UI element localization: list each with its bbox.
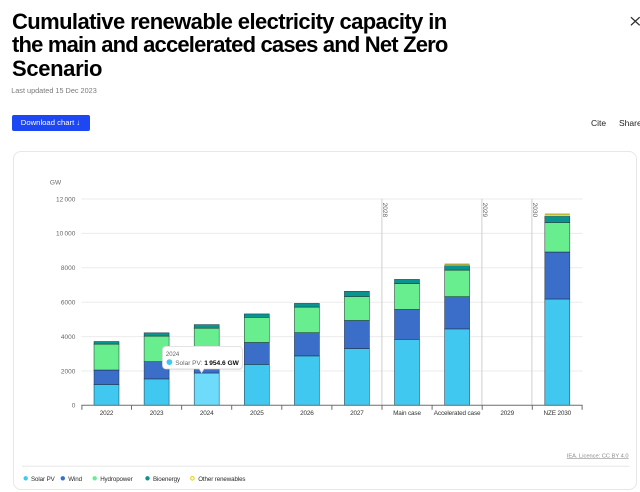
svg-text:Solar PV: Solar PV (31, 476, 56, 483)
svg-text:2023: 2023 (150, 410, 164, 417)
svg-text:Accelerated case: Accelerated case (434, 410, 481, 417)
svg-text:2029: 2029 (481, 203, 488, 218)
svg-text:4000: 4000 (61, 334, 76, 341)
svg-text:2027: 2027 (350, 410, 364, 417)
svg-text:2030: 2030 (531, 203, 538, 218)
svg-text:2025: 2025 (250, 410, 264, 417)
svg-text:2000: 2000 (61, 368, 76, 375)
svg-text:GW: GW (50, 179, 62, 186)
svg-text:6000: 6000 (61, 300, 76, 307)
svg-text:NZE 2030: NZE 2030 (544, 410, 572, 417)
svg-text:2024: 2024 (200, 410, 214, 417)
svg-text:10 000: 10 000 (56, 231, 76, 238)
svg-text:Bioenergy: Bioenergy (153, 476, 181, 483)
svg-text:Wind: Wind (68, 476, 82, 483)
svg-text:IEA. Licence: CC BY 4.0: IEA. Licence: CC BY 4.0 (567, 453, 629, 459)
svg-text:12 000: 12 000 (56, 196, 76, 203)
svg-text:Other renewables: Other renewables (198, 476, 245, 483)
svg-text:Solar PV: 1 954.6 GW: Solar PV: 1 954.6 GW (175, 360, 239, 367)
svg-text:2028: 2028 (381, 203, 388, 218)
svg-text:Hydropower: Hydropower (100, 476, 132, 483)
svg-text:2026: 2026 (300, 410, 314, 417)
svg-text:0: 0 (72, 403, 76, 410)
svg-text:2022: 2022 (100, 410, 114, 417)
svg-text:2029: 2029 (500, 410, 514, 417)
svg-text:2024: 2024 (166, 352, 180, 358)
svg-text:8000: 8000 (61, 265, 76, 272)
svg-text:Main case: Main case (393, 410, 421, 417)
